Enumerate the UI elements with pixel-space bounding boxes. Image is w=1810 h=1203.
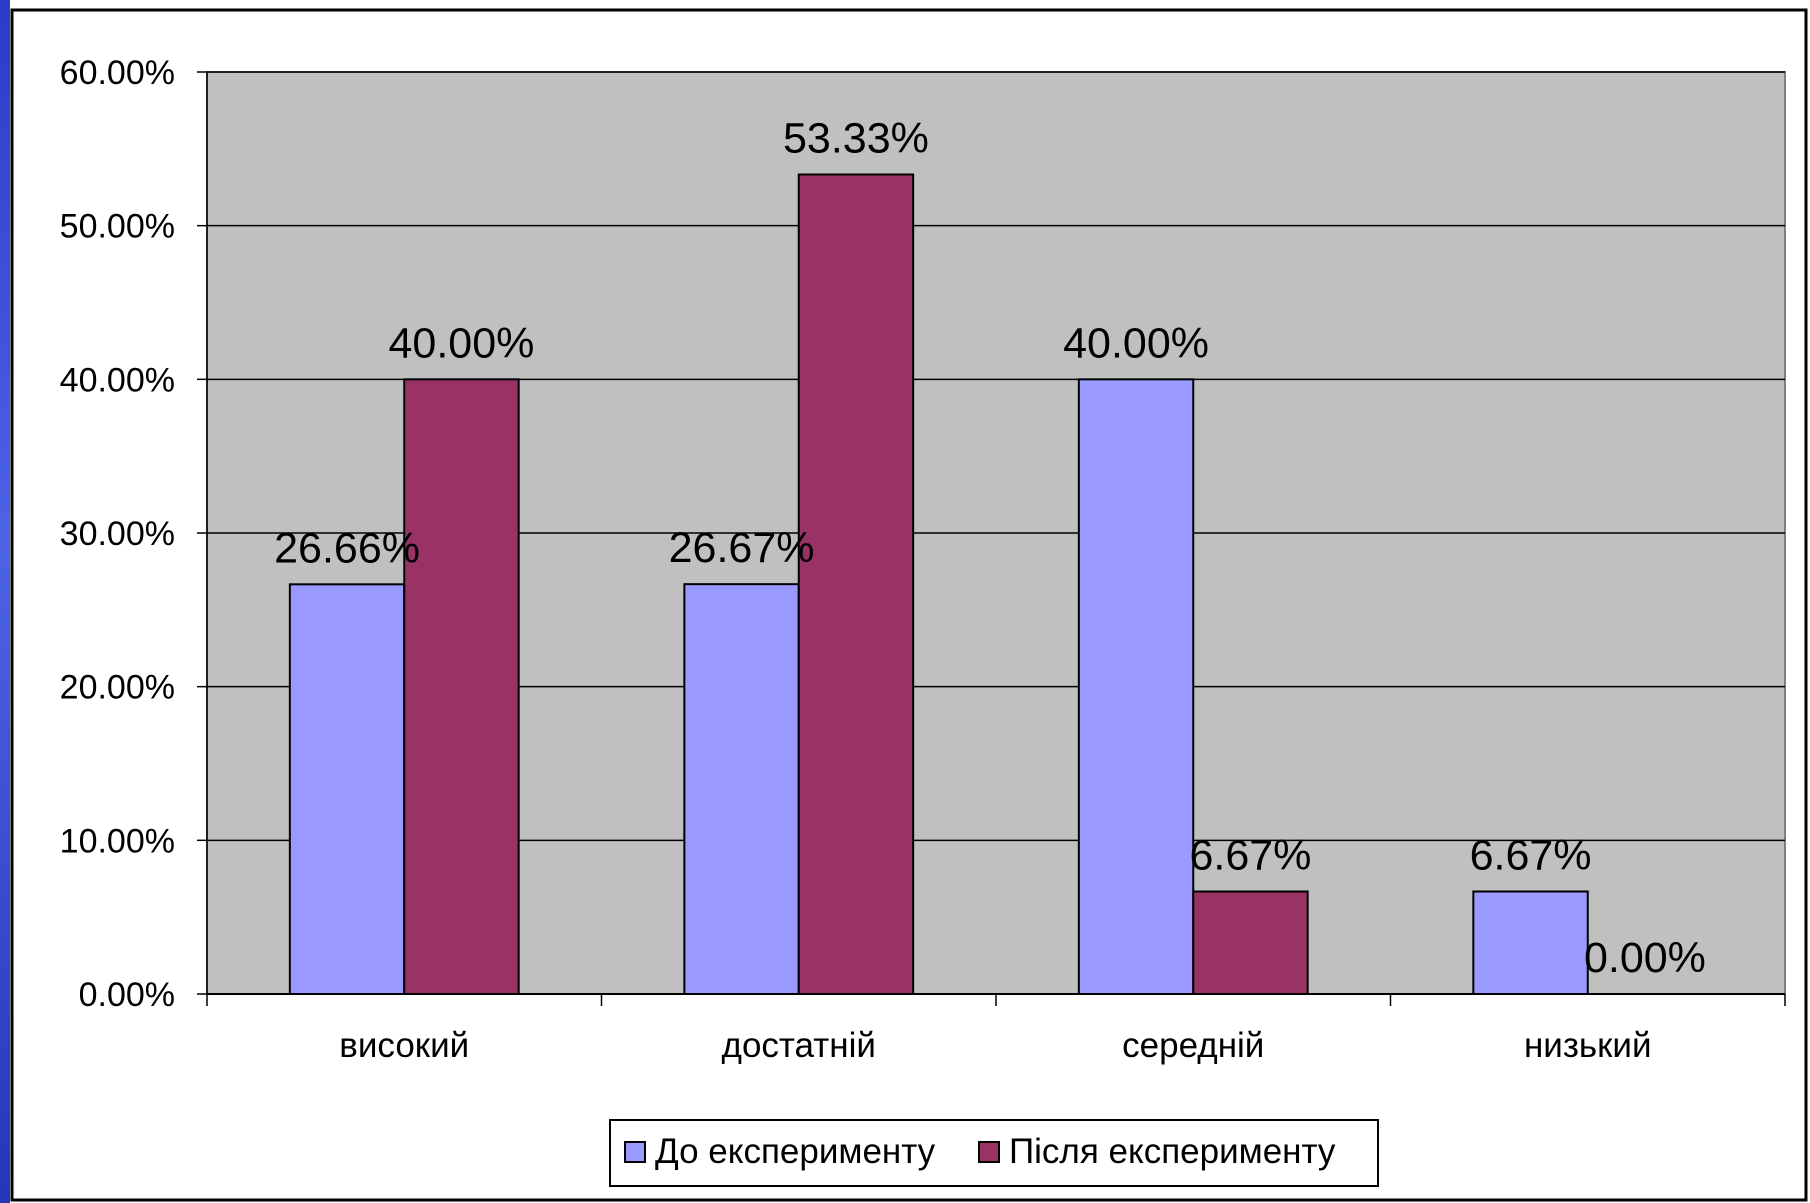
y-axis-tick-labels: 0.00% 10.00% 20.00% 30.00% 40.00% 50.00% 60.00… — [60, 54, 175, 1014]
data-label: 26.66% — [274, 524, 420, 572]
bars — [288, 173, 1589, 996]
data-label: 40.00% — [1063, 319, 1209, 367]
data-labels: 26.66% 40.00% 26.67% 53.33% 40.00% 6.67% 6.67%… — [274, 114, 1706, 982]
data-label: 53.33% — [783, 114, 929, 162]
legend-box — [609, 1119, 1379, 1187]
bar-before-0 — [288, 583, 406, 995]
legend-swatch-before — [624, 1141, 646, 1163]
side-stripe — [0, 0, 10, 1203]
bar-after-2 — [1192, 890, 1309, 995]
bar-before-1 — [683, 583, 800, 996]
y-tick-label: 60.00% — [60, 54, 175, 92]
x-category-label: низький — [1524, 1026, 1652, 1065]
y-tick-label: 20.00% — [60, 669, 175, 707]
y-tick-label: 40.00% — [60, 361, 175, 399]
legend-swatch-after — [978, 1141, 1000, 1163]
bar-before-2 — [1077, 378, 1195, 996]
data-label: 0.00% — [1584, 934, 1706, 982]
data-label: 6.67% — [1470, 832, 1592, 880]
x-axis-category-labels: високий достатній середній низький — [339, 1026, 1651, 1065]
data-label: 26.67% — [669, 524, 815, 572]
legend: До експерименту Після експерименту — [609, 1119, 1379, 1187]
y-tick-label: 30.00% — [60, 515, 175, 553]
x-category-label: середній — [1122, 1026, 1264, 1065]
y-tick-label: 50.00% — [60, 208, 175, 246]
y-tick-label: 10.00% — [60, 822, 175, 860]
data-label: 6.67% — [1189, 832, 1311, 880]
bar-after-1 — [797, 173, 915, 995]
legend-label-after: Після експерименту — [1009, 1132, 1336, 1171]
y-tick-label: 0.00% — [79, 976, 175, 1014]
x-category-label: високий — [339, 1026, 469, 1065]
x-category-label: достатній — [722, 1026, 876, 1065]
data-label: 40.00% — [389, 319, 535, 367]
legend-label-before: До експерименту — [655, 1132, 936, 1171]
bar-before-3 — [1472, 890, 1589, 995]
bar-after-0 — [403, 378, 520, 996]
